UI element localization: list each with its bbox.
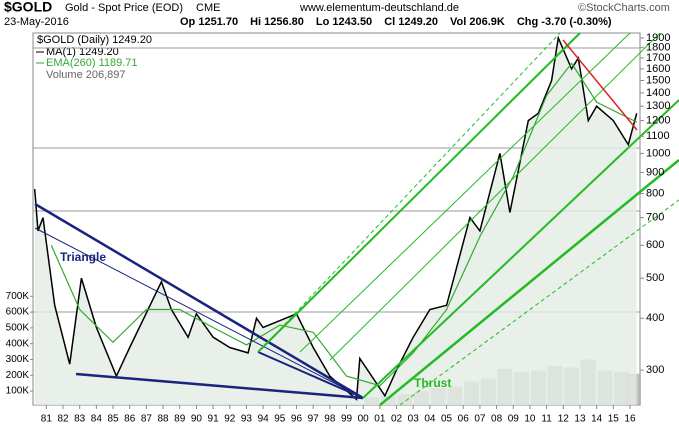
y-tick-label: 1500 — [646, 74, 670, 86]
y-tick-label: 400 — [646, 312, 664, 324]
x-tick-label: 01 — [374, 414, 386, 425]
y-tick-label: 900 — [646, 166, 664, 178]
quote-item: Chg -3.70 (-0.30%) — [517, 16, 612, 28]
y-tick-label: 1300 — [646, 100, 670, 112]
x-tick-label: 04 — [424, 414, 436, 425]
y-tick-label: 1600 — [646, 63, 670, 75]
volume-tick-label: 100K — [6, 386, 30, 397]
annotation-thrust: Thrust — [414, 376, 451, 390]
price-area — [34, 37, 637, 406]
x-tick-label: 02 — [391, 414, 403, 425]
x-tick-label: 90 — [191, 414, 203, 425]
y-tick-label: 500 — [646, 272, 664, 284]
x-tick-label: 12 — [558, 414, 570, 425]
exchange: CME — [196, 2, 220, 14]
quote-item: Vol 206.9K — [450, 16, 505, 28]
y-tick-label: 1700 — [646, 52, 670, 64]
x-tick-label: 99 — [341, 414, 353, 425]
x-tick-label: 89 — [174, 414, 186, 425]
legend-price: $GOLD (Daily) 1249.20 — [37, 34, 152, 46]
y-tick-label: 800 — [646, 187, 664, 199]
x-tick-label: 92 — [224, 414, 236, 425]
x-tick-label: 14 — [591, 414, 603, 425]
price-line — [33, 35, 638, 401]
quote-item: Hi 1256.80 — [250, 16, 304, 28]
triangle-upper — [34, 202, 364, 400]
quote-item: Lo 1243.50 — [316, 16, 372, 28]
x-tick-label: 96 — [291, 414, 303, 425]
channel-upper — [257, 32, 581, 353]
channel-fan — [299, 32, 631, 353]
x-tick-label: 93 — [241, 414, 253, 425]
x-tick-label: 08 — [491, 414, 503, 425]
x-tick-label: 00 — [358, 414, 370, 425]
quote-item: Cl 1249.20 — [384, 16, 438, 28]
x-tick-label: 13 — [574, 414, 586, 425]
volume-tick-label: 600K — [6, 307, 30, 318]
x-tick-label: 88 — [158, 414, 170, 425]
x-tick-label: 86 — [124, 414, 136, 425]
x-tick-label: 83 — [74, 414, 86, 425]
x-tick-label: 06 — [458, 414, 470, 425]
x-tick-label: 03 — [408, 414, 420, 425]
y-tick-label: 1200 — [646, 115, 670, 127]
volume-tick-label: 700K — [6, 291, 30, 302]
channel-fan — [269, 32, 561, 341]
triangle-mid — [34, 227, 364, 399]
x-tick-label: 07 — [474, 414, 486, 425]
downtrend — [562, 39, 638, 131]
channel-fan — [329, 32, 661, 361]
y-tick-label: 300 — [646, 364, 664, 376]
y-tick-label: 1000 — [646, 147, 670, 159]
x-tick-label: 81 — [41, 414, 53, 425]
y-tick-label: 600 — [646, 239, 664, 251]
website: www.elementum-deutschland.de — [299, 2, 459, 14]
x-tick-label: 95 — [274, 414, 286, 425]
legend-volume: Volume 206,897 — [46, 69, 126, 81]
x-tick-label: 84 — [91, 414, 103, 425]
x-tick-label: 05 — [441, 414, 453, 425]
y-tick-label: 1900 — [646, 32, 670, 44]
y-tick-label: 700 — [646, 211, 664, 223]
annotation-triangle: Triangle — [60, 250, 106, 264]
x-tick-label: 97 — [308, 414, 320, 425]
legend-ema: EMA(260) 1189.71 — [46, 57, 138, 69]
quote-item: Op 1251.70 — [180, 16, 238, 28]
x-tick-label: 98 — [324, 414, 336, 425]
symbol: $GOLD — [4, 0, 52, 15]
x-tick-label: 09 — [508, 414, 520, 425]
triangle-lower — [75, 372, 364, 400]
title: Gold - Spot Price (EOD) — [65, 2, 183, 14]
x-tick-label: 11 — [541, 414, 552, 425]
y-tick-label: 1100 — [646, 130, 670, 142]
channel-fan — [399, 199, 679, 406]
triangle-apex — [257, 351, 364, 399]
channel-mid — [362, 99, 679, 399]
x-tick-label: 82 — [57, 414, 69, 425]
copyright: ©StockCharts.com — [578, 2, 670, 14]
x-tick-label: 94 — [258, 414, 270, 425]
legend-ma: MA(1) 1249.20 — [46, 46, 119, 58]
x-tick-label: 10 — [524, 414, 536, 425]
x-tick-label: 85 — [107, 414, 119, 425]
volume-tick-label: 200K — [6, 370, 30, 381]
volume-tick-label: 500K — [6, 323, 30, 334]
x-tick-label: 87 — [141, 414, 153, 425]
y-tick-label: 1800 — [646, 42, 670, 54]
y-tick-label: 1400 — [646, 87, 670, 99]
date: 23-May-2016 — [4, 16, 69, 28]
volume-tick-label: 400K — [6, 338, 30, 349]
x-tick-label: 91 — [208, 414, 220, 425]
x-tick-label: 16 — [624, 414, 636, 425]
ema-line — [50, 62, 637, 387]
trend-lines — [34, 32, 679, 406]
channel-lower — [379, 159, 679, 406]
x-tick-label: 15 — [608, 414, 620, 425]
volume-tick-label: 300K — [6, 354, 30, 365]
